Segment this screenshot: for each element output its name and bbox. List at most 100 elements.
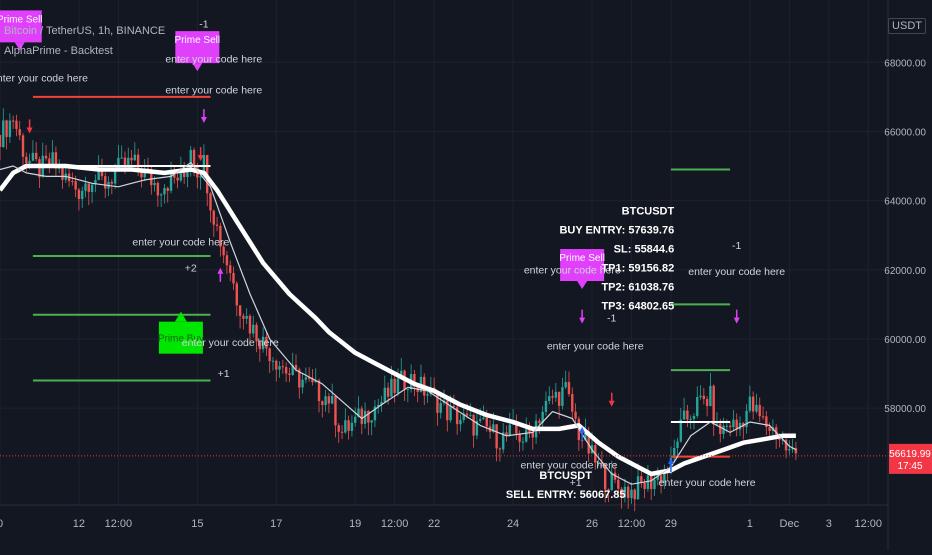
candle-body xyxy=(380,402,383,405)
candle-body xyxy=(620,488,623,498)
candle-body xyxy=(104,176,107,189)
candle-body xyxy=(748,396,752,411)
candle-body xyxy=(173,172,176,178)
candle-body xyxy=(554,391,558,398)
signal-arrow-up xyxy=(667,458,674,473)
x-tick-label: 29 xyxy=(665,518,677,530)
candle-body xyxy=(436,391,439,413)
candle-body xyxy=(538,420,541,423)
candle-body xyxy=(179,168,183,181)
candle-body xyxy=(268,348,271,362)
candle-body xyxy=(291,364,294,375)
candle-body xyxy=(123,157,127,167)
fast-ma-line[interactable] xyxy=(0,162,797,485)
label-pointer xyxy=(192,63,203,72)
x-tick-label: 3 xyxy=(826,518,832,530)
prime-buy-label[interactable]: Prime Buy xyxy=(158,311,204,354)
prime-sell-label[interactable]: Prime Sell xyxy=(175,31,221,72)
candle-body xyxy=(761,416,765,418)
candle-body xyxy=(311,378,314,383)
candle-body xyxy=(696,397,699,416)
label-box xyxy=(560,249,605,282)
candle-body xyxy=(495,424,498,449)
prime-sell-label[interactable]: Prime Sell xyxy=(559,249,605,290)
candle-body xyxy=(28,160,31,164)
annotation-text: +2 xyxy=(185,263,197,275)
x-tick-label: 26 xyxy=(586,518,598,530)
candle-body xyxy=(656,475,659,480)
candle-body xyxy=(153,182,156,186)
candle-body xyxy=(307,377,311,379)
candle-body xyxy=(294,364,298,370)
currency-label[interactable]: USDT xyxy=(888,18,926,34)
candle-body xyxy=(258,341,262,350)
candle-body xyxy=(215,224,219,226)
x-tick-label: 19 xyxy=(349,518,361,530)
candle-body xyxy=(34,152,38,160)
signal-arrow-down xyxy=(733,309,740,324)
candle-body xyxy=(370,420,373,423)
candle-body xyxy=(265,336,268,349)
candle-body xyxy=(765,416,768,428)
candle-body xyxy=(340,431,344,433)
candle-body xyxy=(120,157,123,159)
slow-ma-line[interactable] xyxy=(0,163,796,477)
signal-arrow-down xyxy=(608,392,615,407)
candle-body xyxy=(304,377,308,380)
x-tick-label: 12:00 xyxy=(105,518,133,530)
candle-body xyxy=(271,360,275,362)
candle-body xyxy=(646,475,650,489)
candle-body xyxy=(794,448,798,454)
candle-body xyxy=(610,472,613,491)
candle-body xyxy=(97,168,100,181)
trade-info-line: BTCUSDT xyxy=(539,470,592,482)
arrow-head xyxy=(200,117,207,124)
candle-body xyxy=(659,475,663,483)
candle-body xyxy=(567,382,571,394)
candle-body xyxy=(525,429,528,442)
candle-body xyxy=(238,305,242,316)
candle-body xyxy=(623,486,627,498)
prime-sell-label[interactable]: Prime Sell xyxy=(0,10,43,51)
label-box xyxy=(175,31,220,64)
arrow-head xyxy=(733,317,740,324)
annotation-text: enter your code here xyxy=(547,340,644,352)
candle-body xyxy=(390,378,393,397)
x-tick-label: 1 xyxy=(747,518,753,530)
candle-body xyxy=(156,182,160,196)
candle-body xyxy=(242,315,245,319)
arrow-head xyxy=(667,458,674,465)
annotation-text: enter your code here xyxy=(165,53,262,65)
candle-body xyxy=(791,448,794,450)
candle-body xyxy=(446,400,449,421)
candle-body xyxy=(732,419,735,428)
trade-info-line: SL: 55844.6 xyxy=(614,243,675,255)
candle-body xyxy=(528,429,531,433)
x-tick-label: 0 xyxy=(0,518,3,530)
candle-body xyxy=(284,367,288,374)
candle-body xyxy=(640,476,643,483)
candle-body xyxy=(130,157,133,161)
candle-body xyxy=(150,169,153,186)
candle-body xyxy=(738,422,742,430)
candle-body xyxy=(117,157,120,172)
candle-body xyxy=(725,425,729,427)
candle-body xyxy=(587,431,590,454)
candle-body xyxy=(485,417,488,427)
candle-body xyxy=(189,149,192,168)
candle-body xyxy=(314,380,317,383)
trade-info-line: SELL ENTRY: 56067.85 xyxy=(506,489,626,501)
candle-body xyxy=(133,154,137,161)
candle-body xyxy=(459,419,462,425)
candle-body xyxy=(564,382,567,388)
candle-body xyxy=(360,408,363,424)
candle-body xyxy=(705,399,709,407)
candle-body xyxy=(508,424,511,436)
candle-body xyxy=(354,416,357,423)
candle-body xyxy=(281,366,285,368)
candle-body xyxy=(113,171,117,184)
candle-body xyxy=(455,407,459,425)
candle-body xyxy=(367,410,370,423)
